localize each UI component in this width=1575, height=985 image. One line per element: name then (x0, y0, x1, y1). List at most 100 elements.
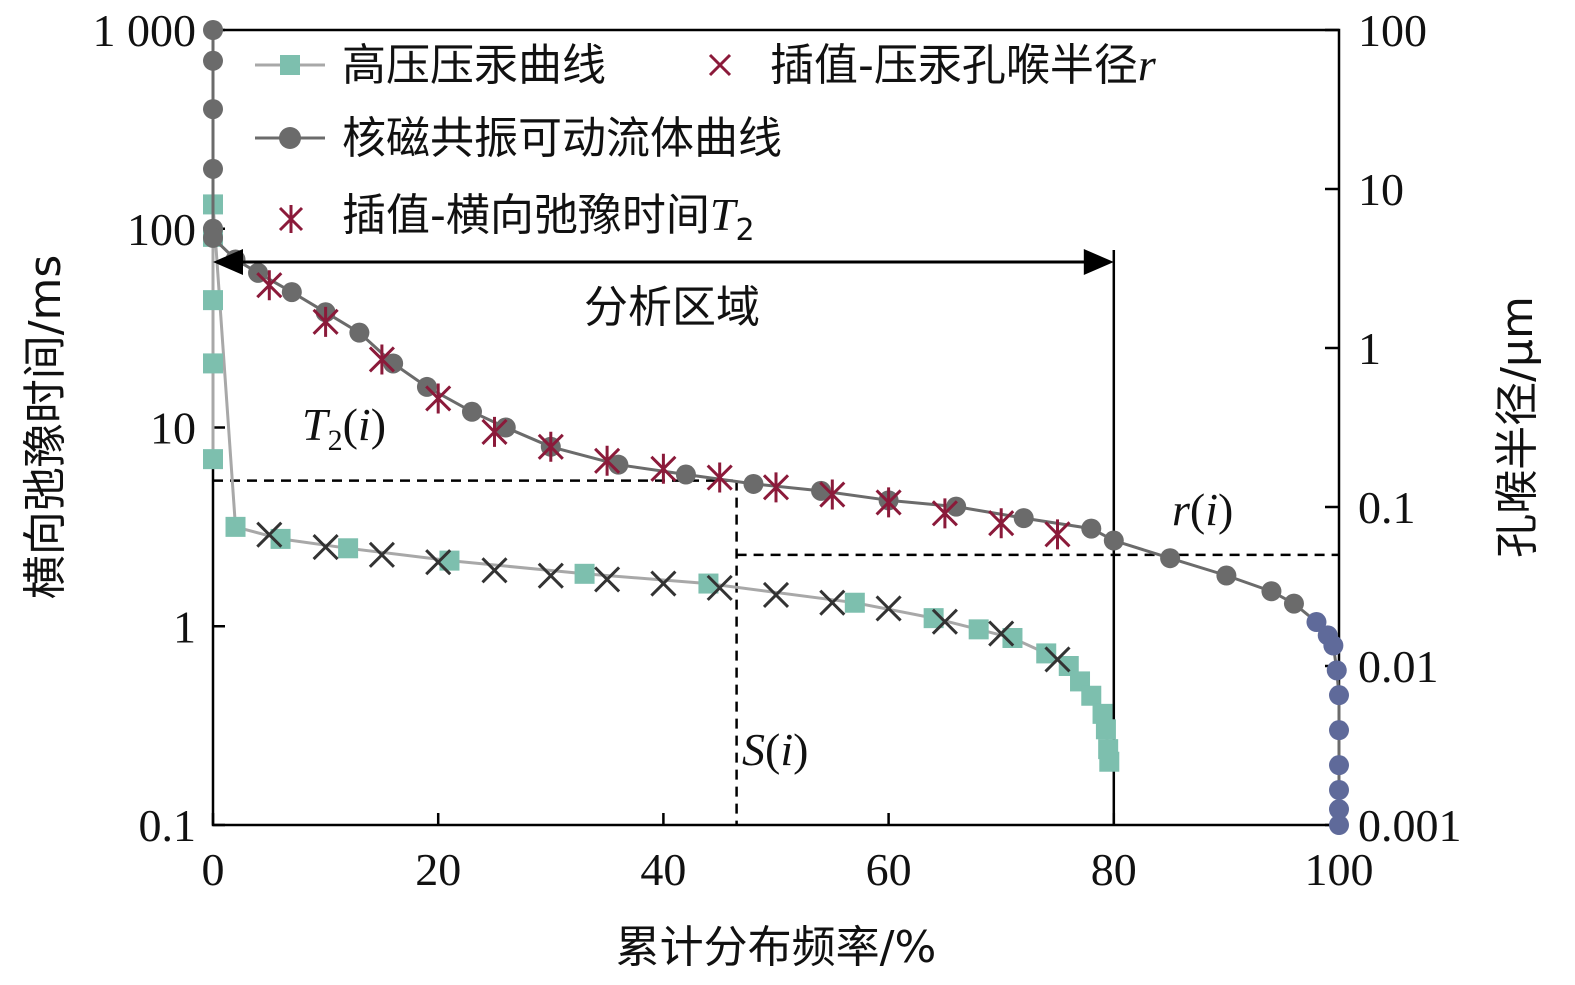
left-y-tick-label: 0.1 (139, 800, 197, 851)
nmr-point (608, 454, 629, 475)
interp-r-point (706, 574, 733, 601)
right-y-tick-label: 1 (1358, 323, 1381, 374)
interp-t2-point (368, 344, 395, 375)
hg-point (1002, 628, 1023, 649)
right-y-axis-ticks: 0.001 0.01 0.1 1 10 100 (1325, 5, 1462, 851)
legend: 高压压汞曲线 插值-压汞孔喉半径r 核磁共振可动流体曲线 插值-横向弛豫时间T2 (255, 39, 1157, 248)
nmr-point (461, 401, 482, 422)
interp-t2-point (988, 508, 1015, 539)
hg-point (968, 619, 989, 640)
interp-t2-point (481, 416, 508, 447)
right-y-axis-title: 孔喉半径/μm (1492, 296, 1543, 558)
nmr-point (1329, 780, 1349, 801)
hg-point (1092, 703, 1113, 724)
region-label: 分析区域 (584, 282, 760, 333)
hg-point (203, 290, 223, 311)
legend-square-marker (280, 55, 300, 75)
nmr-point (281, 282, 302, 303)
legend-label-interp-r: 插值-压汞孔喉半径r (770, 39, 1157, 91)
interp-r-point (256, 521, 283, 548)
left-y-tick-label: 10 (150, 403, 196, 454)
interp-t2-point (312, 306, 339, 337)
interp-r-point (819, 589, 846, 616)
interp-t2-point (819, 479, 846, 510)
nmr-point (1216, 565, 1237, 586)
nmr-point (1283, 593, 1304, 614)
hg-point (1036, 643, 1057, 664)
nmr-point (1329, 799, 1349, 820)
interp-r-point (988, 620, 1015, 647)
interp-t2-point (762, 472, 790, 503)
x-tick-label: 80 (1091, 844, 1137, 895)
interp-t2-point (875, 487, 902, 518)
nmr-point (1326, 660, 1347, 681)
interp-r-point (368, 541, 395, 568)
legend-asterisk-marker (278, 205, 304, 233)
x-axis-ticks: 0 20 40 60 80 100 (202, 813, 1374, 895)
hg-point (338, 538, 359, 559)
nmr-point (1323, 635, 1344, 656)
legend-label-hg: 高压压汞曲线 (342, 40, 606, 91)
interp-t2-point (537, 431, 564, 462)
left-y-tick-label: 100 (127, 204, 196, 255)
left-y-axis-ticks: 0.1 1 10 100 1 000 (93, 5, 225, 851)
hg-point (574, 563, 595, 584)
interp-r-point (931, 608, 958, 635)
nmr-point (203, 50, 223, 71)
interp-r-point (1044, 646, 1071, 673)
x-tick-label: 0 (202, 844, 225, 895)
interp-r-point (762, 581, 790, 608)
legend-item-interp-r: 插值-压汞孔喉半径r (708, 39, 1157, 91)
series-3 (256, 270, 1071, 550)
nmr-point (203, 227, 223, 248)
interp-r-point (537, 562, 564, 589)
x-tick-label: 100 (1305, 844, 1374, 895)
nmr-point (203, 20, 223, 40)
legend-item-interp-t2: 插值-横向弛豫时间T2 (278, 189, 755, 248)
left-y-tick-label: 1 000 (93, 5, 197, 56)
region-arrow-head-right (1083, 249, 1114, 275)
series-1 (256, 521, 1071, 673)
right-y-tick-label: 0.1 (1358, 482, 1416, 533)
right-y-tick-label: 0.001 (1358, 800, 1462, 851)
interp-t2-point (706, 462, 733, 493)
interp-t2-point (931, 498, 958, 529)
legend-circle-marker (279, 127, 301, 149)
hg-point (1081, 685, 1102, 706)
nmr-point (1160, 548, 1181, 569)
nmr-point (1329, 720, 1349, 741)
right-y-tick-label: 100 (1358, 5, 1427, 56)
interp-t2-point (1044, 519, 1071, 550)
nmr-point (811, 480, 832, 501)
r-label: r(i) (1172, 484, 1233, 535)
interp-t2-point (256, 270, 283, 301)
nmr-point (383, 353, 404, 374)
nmr-point (349, 322, 370, 343)
interp-r-point (594, 566, 621, 593)
series-layer (203, 20, 1349, 835)
x-tick-label: 40 (640, 844, 686, 895)
legend-item-nmr: 核磁共振可动流体曲线 (255, 113, 782, 164)
hg-point (923, 608, 944, 629)
s-label: S(i) (742, 724, 808, 775)
nmr-point (1329, 815, 1349, 835)
region-arrow (213, 249, 1114, 275)
nmr-point (1103, 530, 1124, 551)
x-tick-label: 20 (415, 844, 461, 895)
interp-r-point (312, 533, 339, 561)
nmr-point (1329, 685, 1349, 706)
left-y-tick-label: 1 (173, 601, 196, 652)
hg-point (270, 528, 291, 549)
nmr-point (946, 496, 967, 517)
interp-t2-point (650, 453, 677, 484)
legend-label-nmr: 核磁共振可动流体曲线 (342, 113, 782, 164)
hg-point (203, 353, 223, 374)
legend-label-interp-t2: 插值-横向弛豫时间T2 (342, 189, 755, 248)
nmr-point (495, 417, 516, 438)
hg-point (698, 573, 719, 594)
nmr-point (1306, 612, 1327, 633)
right-y-tick-label: 10 (1358, 164, 1404, 215)
interp-r-point (481, 557, 508, 584)
nmr-point (1013, 508, 1034, 529)
